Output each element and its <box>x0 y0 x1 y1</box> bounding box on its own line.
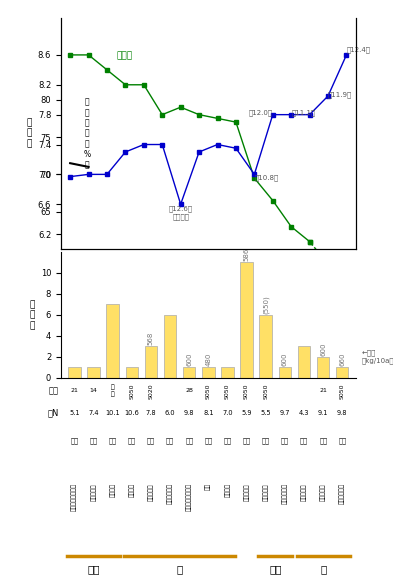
Text: 600: 600 <box>186 353 192 366</box>
Text: 5.1: 5.1 <box>69 410 79 416</box>
Text: 8.1: 8.1 <box>203 410 213 416</box>
Text: 岡山: 岡山 <box>204 437 212 444</box>
Text: （12.4）: （12.4） <box>347 47 371 53</box>
Text: 6.0: 6.0 <box>165 410 175 416</box>
Text: はえぬき: はえぬき <box>129 483 134 498</box>
Text: 普通: 普通 <box>269 564 281 574</box>
Y-axis label: 穂
体
数: 穂 体 数 <box>30 300 35 330</box>
Text: 朝日: 朝日 <box>206 483 211 490</box>
Text: ひとめぼれ: ひとめぼれ <box>244 483 250 501</box>
Text: あきたこまち: あきたこまち <box>167 483 173 505</box>
Text: 庄良: 庄良 <box>87 564 100 574</box>
Text: つがるロマン: つがるロマン <box>340 483 345 505</box>
Text: ←収量
（kg/10a）: ←収量 （kg/10a） <box>362 350 393 364</box>
Text: 10.6: 10.6 <box>124 410 139 416</box>
Text: 660: 660 <box>339 353 345 366</box>
Text: 東
日: 東 日 <box>111 385 114 397</box>
Text: 9.7: 9.7 <box>279 410 290 416</box>
Text: （11.9）: （11.9） <box>328 91 352 98</box>
Text: はえぬき: はえぬき <box>110 483 116 498</box>
Text: 青森: 青森 <box>338 437 346 444</box>
Text: S050: S050 <box>244 383 249 398</box>
Text: 5.5: 5.5 <box>261 410 271 416</box>
Text: S050: S050 <box>263 383 268 398</box>
Text: ひとめぼれ: ひとめぼれ <box>320 483 326 501</box>
Text: S050: S050 <box>225 383 230 398</box>
Text: 9.1: 9.1 <box>318 410 328 416</box>
Text: （10.8）: （10.8） <box>254 175 279 181</box>
Text: 568: 568 <box>148 332 154 345</box>
Y-axis label: 食
味
値: 食 味 値 <box>27 118 32 148</box>
Text: 青森: 青森 <box>281 437 289 444</box>
Text: 岐阜: 岐阜 <box>224 437 231 444</box>
Text: 良: 良 <box>176 564 183 574</box>
Text: 山形: 山形 <box>108 437 117 444</box>
Text: 肏料: 肏料 <box>49 386 59 396</box>
Text: ミルキークイーン: ミルキークイーン <box>186 483 192 512</box>
Text: 福島: 福島 <box>185 437 193 444</box>
Text: 9.8: 9.8 <box>337 410 347 416</box>
Text: 21: 21 <box>70 389 78 393</box>
Bar <box>68 367 81 378</box>
Text: S020: S020 <box>149 383 153 398</box>
Bar <box>279 367 291 378</box>
Text: 7.0: 7.0 <box>222 410 233 416</box>
Text: 28: 28 <box>185 389 193 393</box>
Text: ミルキークイーン: ミルキークイーン <box>72 483 77 512</box>
Text: 7.8: 7.8 <box>145 410 156 416</box>
Text: 21: 21 <box>319 389 327 393</box>
Text: きわのはな: きわのはな <box>91 483 96 501</box>
Text: 山形: 山形 <box>70 437 78 444</box>
Bar <box>87 367 100 378</box>
Text: つがるロマン: つがるロマン <box>282 483 288 505</box>
Text: （12.6）
（水分）: （12.6） （水分） <box>169 206 193 220</box>
Text: 10.1: 10.1 <box>105 410 120 416</box>
Text: ひとめぼれ: ひとめぼれ <box>301 483 307 501</box>
Bar <box>221 367 234 378</box>
Text: 群馬: 群馬 <box>300 437 308 444</box>
Text: 総N: 総N <box>48 408 59 418</box>
Text: 480: 480 <box>205 353 211 366</box>
Bar <box>164 315 176 378</box>
Text: ひとめぼれ: ひとめぼれ <box>263 483 268 501</box>
Text: 600: 600 <box>282 353 288 366</box>
Text: S050: S050 <box>129 383 134 398</box>
Text: 4.3: 4.3 <box>299 410 309 416</box>
Text: ひとめかり: ひとめかり <box>148 483 154 501</box>
Text: 岐阜: 岐阜 <box>319 437 327 444</box>
Text: 600: 600 <box>320 342 326 356</box>
Text: 586: 586 <box>244 248 250 261</box>
Bar <box>202 367 215 378</box>
Text: 9.8: 9.8 <box>184 410 195 416</box>
Bar <box>317 357 329 378</box>
Bar <box>336 367 349 378</box>
Text: 山形: 山形 <box>90 437 97 444</box>
Bar <box>241 263 253 378</box>
Text: ハツシモ: ハツシモ <box>225 483 230 498</box>
Text: 群馬: 群馬 <box>262 437 270 444</box>
Bar <box>183 367 195 378</box>
Text: （12.0）: （12.0） <box>249 109 273 115</box>
Text: S050: S050 <box>206 383 211 398</box>
Text: 劣: 劣 <box>320 564 326 574</box>
Text: 5.9: 5.9 <box>241 410 252 416</box>
Bar <box>107 305 119 378</box>
Text: 広島: 広島 <box>166 437 174 444</box>
Text: 食味値: 食味値 <box>116 52 132 60</box>
Bar <box>259 315 272 378</box>
Text: 山形: 山形 <box>128 437 136 444</box>
Text: 広島: 広島 <box>147 437 155 444</box>
Text: (550): (550) <box>263 295 269 314</box>
Bar <box>298 346 310 378</box>
Text: S050: S050 <box>340 383 345 398</box>
Bar <box>125 367 138 378</box>
Text: タ
ン
パ
ク
（
%
）: タ ン パ ク （ % ） <box>83 98 90 169</box>
Text: 14: 14 <box>90 389 97 393</box>
Text: 7.4: 7.4 <box>88 410 99 416</box>
Text: （11.1）: （11.1） <box>291 109 316 115</box>
Bar <box>145 346 157 378</box>
Text: 宮城: 宮城 <box>242 437 251 444</box>
